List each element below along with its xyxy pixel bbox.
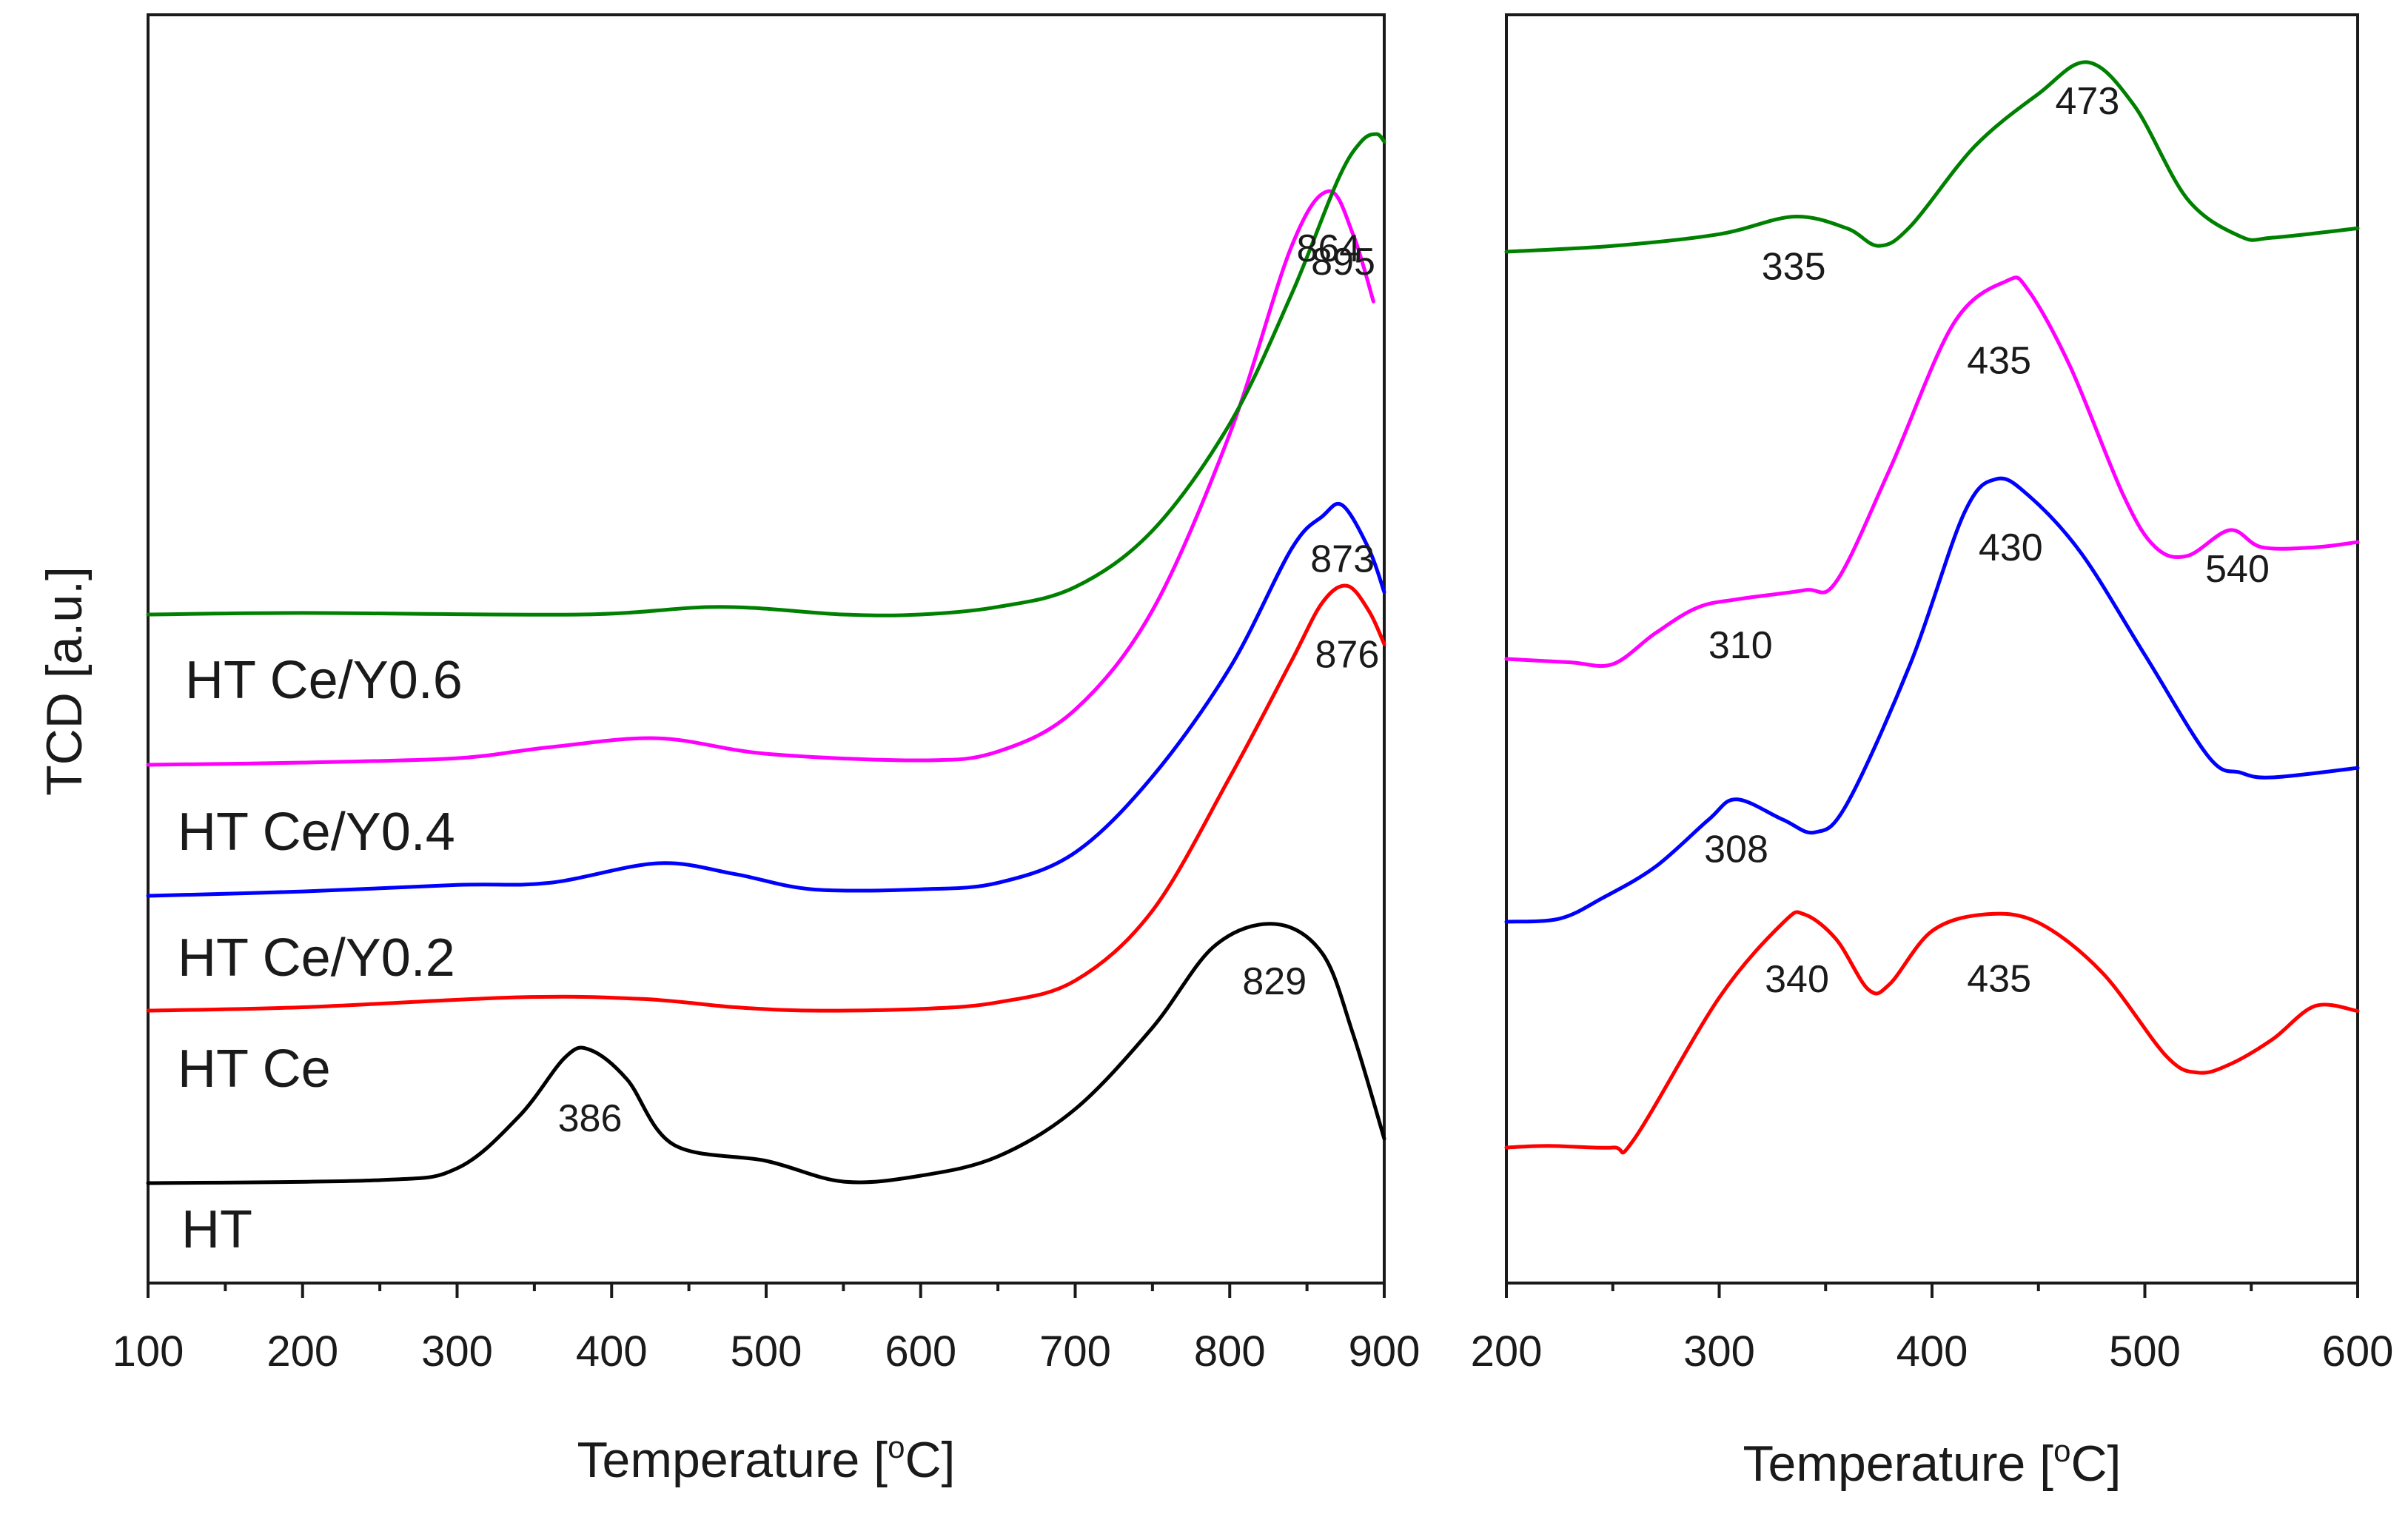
- peak-label-435-ht-ce: 435: [1967, 958, 2031, 1001]
- left-x-ticks: 100 200 300 400 500 600 700 800 900: [113, 1283, 1421, 1376]
- x-tick-label-400-right: 400: [1896, 1327, 1968, 1376]
- left-x-axis-title-main: Temperature [: [577, 1432, 888, 1488]
- left-x-axis-title-unit: C]: [905, 1432, 955, 1488]
- left-panel: 100 200 300 400 500 600 700 800 900 386 829 876 873…: [36, 13, 1421, 1488]
- series-line-ht-ce-y0-4-left: [146, 189, 1375, 767]
- peak-label-829-ht: 829: [1242, 960, 1307, 1003]
- peak-label-386-ht: 386: [558, 1097, 623, 1140]
- x-tick-label-200-left: 200: [266, 1327, 338, 1376]
- left-plot-frame: [147, 13, 1386, 1285]
- peak-label-895-ht-ce-y0-6: 895: [1311, 241, 1375, 284]
- series-line-ht-ce-right: [1504, 910, 2360, 1155]
- peak-label-430-ht-ce-y0-2: 430: [1979, 526, 2043, 569]
- series-label-ht-ce-y02: HT Ce/Y0.2: [178, 928, 455, 988]
- peak-label-435-ht-ce-y0-4: 435: [1967, 340, 2031, 383]
- x-tick-label-900-left: 900: [1349, 1327, 1421, 1376]
- right-curves: [1504, 60, 2360, 1155]
- peak-label-864-ht-ce-y0-4: 864: [1296, 227, 1361, 270]
- series-line-ht-left: [146, 922, 1386, 1185]
- x-tick-label-400-left: 400: [576, 1327, 648, 1376]
- right-x-ticks: 200 300 400 500 600: [1471, 1283, 2394, 1376]
- series-label-ht-ce: HT Ce: [178, 1039, 331, 1099]
- right-panel: 200 300 400 500 600 340 435 308 430 310 435 540 335…: [1471, 13, 2394, 1492]
- x-tick-label-500-right: 500: [2109, 1327, 2181, 1376]
- series-line-ht-ce-y0-4-right: [1504, 275, 2360, 669]
- x-tick-label-600-right: 600: [2322, 1327, 2394, 1376]
- left-curves: [146, 132, 1386, 1185]
- peak-label-310-ht-ce-y0-4: 310: [1708, 624, 1773, 667]
- right-peak-labels: 340 435 308 430 310 435 540 335 473: [1704, 80, 2270, 1001]
- peak-label-876-ht-ce: 876: [1315, 633, 1380, 676]
- left-y-axis-title: TCD [a.u.]: [36, 566, 93, 796]
- right-x-axis-title: Temperature [oC]: [1743, 1433, 2122, 1492]
- series-label-ht-ce-y04: HT Ce/Y0.4: [178, 803, 455, 862]
- right-x-axis-title-main: Temperature [: [1743, 1436, 2054, 1492]
- series-line-ht-ce-y0-6-left: [146, 132, 1386, 617]
- series-label-ht-ce-y06: HT Ce/Y0.6: [185, 651, 463, 710]
- x-tick-label-600-left: 600: [885, 1327, 956, 1376]
- series-label-ht: HT: [181, 1200, 252, 1259]
- peak-label-873-ht-ce-y0-2: 873: [1310, 538, 1375, 581]
- series-line-ht-ce-y0-2-right: [1504, 476, 2360, 924]
- x-tick-label-700-left: 700: [1039, 1327, 1111, 1376]
- series-line-ht-ce-y0-6-right: [1504, 60, 2360, 254]
- peak-label-335-ht-ce-y0-6: 335: [1762, 246, 1826, 289]
- peak-label-473-ht-ce-y0-6: 473: [2055, 80, 2119, 123]
- peak-label-308-ht-ce-y0-2: 308: [1704, 828, 1768, 871]
- series-line-ht-ce-y0-2-left: [146, 501, 1386, 898]
- x-tick-label-300-right: 300: [1683, 1327, 1755, 1376]
- peak-label-540-ht-ce-y0-4: 540: [2205, 548, 2270, 591]
- x-tick-label-200-right: 200: [1471, 1327, 1543, 1376]
- right-x-axis-degree: o: [2053, 1433, 2070, 1468]
- right-x-axis-title-unit: C]: [2070, 1436, 2121, 1492]
- peak-label-340-ht-ce: 340: [1765, 958, 1829, 1001]
- left-x-axis-title: Temperature [oC]: [577, 1430, 956, 1488]
- x-tick-label-800-left: 800: [1194, 1327, 1266, 1376]
- x-tick-label-300-left: 300: [421, 1327, 493, 1376]
- x-tick-label-100-left: 100: [113, 1327, 184, 1376]
- x-tick-label-500-left: 500: [731, 1327, 802, 1376]
- left-x-axis-degree: o: [888, 1430, 905, 1464]
- series-line-ht-ce-left: [146, 583, 1386, 1013]
